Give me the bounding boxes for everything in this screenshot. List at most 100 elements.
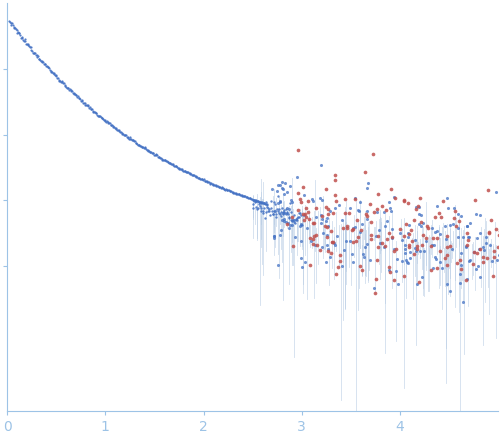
Point <box>358 220 366 227</box>
Point <box>484 186 492 193</box>
Point <box>280 215 288 222</box>
Point <box>336 251 344 258</box>
Point <box>207 180 215 187</box>
Point <box>276 211 284 218</box>
Point <box>270 235 278 242</box>
Point <box>457 213 465 220</box>
Point <box>134 141 142 148</box>
Point <box>102 119 110 126</box>
Point <box>300 217 308 224</box>
Point <box>375 226 383 233</box>
Point <box>234 191 242 198</box>
Point <box>244 194 252 201</box>
Point <box>115 127 123 134</box>
Point <box>334 263 342 270</box>
Point <box>126 136 134 143</box>
Point <box>162 158 170 165</box>
Point <box>463 276 471 283</box>
Point <box>287 208 295 215</box>
Point <box>372 276 380 283</box>
Point <box>59 79 67 86</box>
Point <box>12 25 20 32</box>
Point <box>163 158 171 165</box>
Point <box>87 105 95 112</box>
Point <box>124 134 132 141</box>
Point <box>279 210 287 217</box>
Point <box>22 35 30 42</box>
Point <box>259 210 267 217</box>
Point <box>180 167 188 174</box>
Point <box>498 210 501 217</box>
Point <box>326 253 334 260</box>
Point <box>476 229 484 236</box>
Point <box>129 137 137 144</box>
Point <box>329 210 337 217</box>
Point <box>410 250 418 257</box>
Point <box>158 156 166 163</box>
Point <box>290 218 298 225</box>
Point <box>146 148 154 155</box>
Point <box>238 192 246 199</box>
Point <box>145 148 153 155</box>
Point <box>198 176 206 183</box>
Point <box>374 190 382 197</box>
Point <box>406 249 414 256</box>
Point <box>414 203 422 210</box>
Point <box>110 124 118 131</box>
Point <box>277 226 285 233</box>
Point <box>16 30 24 37</box>
Point <box>272 214 280 221</box>
Point <box>164 158 172 165</box>
Point <box>328 239 336 246</box>
Point <box>138 144 146 151</box>
Point <box>260 199 268 206</box>
Point <box>438 197 446 204</box>
Point <box>355 208 363 215</box>
Point <box>255 198 263 205</box>
Point <box>444 205 452 212</box>
Point <box>137 142 145 149</box>
Point <box>333 233 341 240</box>
Point <box>180 167 188 174</box>
Point <box>149 150 157 157</box>
Point <box>268 207 276 214</box>
Point <box>378 240 386 247</box>
Point <box>279 210 287 217</box>
Point <box>107 121 115 128</box>
Point <box>68 87 76 94</box>
Point <box>473 235 481 242</box>
Point <box>442 236 450 243</box>
Point <box>293 216 301 223</box>
Point <box>50 71 58 78</box>
Point <box>332 204 340 211</box>
Point <box>43 63 51 70</box>
Point <box>261 200 269 207</box>
Point <box>461 242 469 249</box>
Point <box>286 221 294 228</box>
Point <box>47 68 55 75</box>
Point <box>286 199 294 206</box>
Point <box>35 56 43 63</box>
Point <box>418 273 426 280</box>
Point <box>367 235 375 242</box>
Point <box>400 272 408 279</box>
Point <box>329 238 337 245</box>
Point <box>70 89 78 96</box>
Point <box>250 197 258 204</box>
Point <box>107 122 115 129</box>
Point <box>407 227 415 234</box>
Point <box>349 239 357 246</box>
Point <box>194 174 202 181</box>
Point <box>271 200 279 207</box>
Point <box>413 281 421 288</box>
Point <box>474 262 482 269</box>
Point <box>148 149 156 156</box>
Point <box>250 198 259 205</box>
Point <box>138 143 146 150</box>
Point <box>176 166 184 173</box>
Point <box>302 211 310 218</box>
Point <box>89 108 97 115</box>
Point <box>239 193 247 200</box>
Point <box>417 218 425 225</box>
Point <box>305 216 313 223</box>
